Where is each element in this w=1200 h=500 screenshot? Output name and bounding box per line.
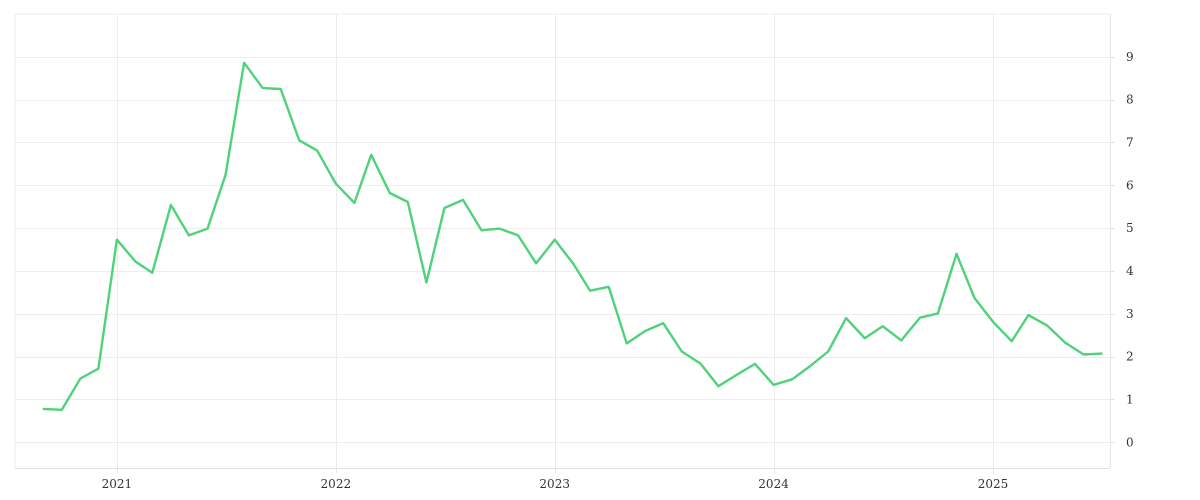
y-tick-label: 2 (1126, 350, 1134, 364)
y-tick-label: 4 (1126, 264, 1134, 278)
y-tick-label: 5 (1126, 221, 1134, 235)
y-tick-label: 7 (1126, 135, 1134, 149)
series-line-1 (42, 61, 1103, 411)
y-tick-label: 0 (1126, 435, 1134, 449)
x-tick-label: 2025 (978, 477, 1009, 491)
x-tick-label: 2021 (102, 477, 133, 491)
axes (15, 14, 1115, 473)
x-tick-label: 2023 (539, 477, 570, 491)
x-tick-label: 2024 (758, 477, 789, 491)
series-layer (42, 61, 1103, 411)
y-tick-label: 1 (1126, 392, 1134, 406)
grid (14, 13, 1110, 468)
x-tick-label: 2022 (321, 477, 352, 491)
y-tick-label: 8 (1126, 93, 1134, 107)
y-tick-label: 6 (1126, 178, 1134, 192)
tick-labels: 0 1 2 3 4 5 6 7 8 9 2021 2022 2023 2024 2025 (102, 50, 1134, 491)
y-tick-label: 9 (1126, 50, 1134, 64)
y-tick-label: 3 (1126, 307, 1134, 321)
